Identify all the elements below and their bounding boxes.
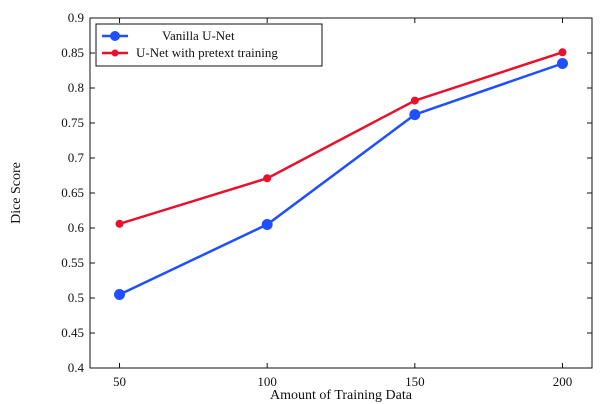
series-line bbox=[119, 51, 563, 225]
x-axis-label: Amount of Training Data bbox=[270, 388, 413, 403]
y-tick-label: 0.6 bbox=[68, 220, 85, 235]
y-tick-label: 0.85 bbox=[61, 45, 84, 60]
legend-swatch-marker bbox=[111, 49, 119, 57]
data-point bbox=[409, 109, 421, 121]
data-point bbox=[115, 219, 124, 228]
legend-swatch-marker bbox=[110, 31, 120, 41]
data-point bbox=[263, 174, 272, 183]
x-tick-label: 100 bbox=[257, 374, 277, 389]
y-tick-label: 0.4 bbox=[68, 360, 85, 375]
data-point bbox=[556, 58, 568, 69]
legend-label: U-Net with pretext training bbox=[136, 45, 278, 60]
y-tick-label: 0.55 bbox=[61, 255, 84, 270]
legend-item: U-Net with pretext training bbox=[102, 45, 278, 60]
y-tick-label: 0.65 bbox=[61, 185, 84, 200]
legend-label: Vanilla U-Net bbox=[162, 28, 235, 43]
legend-box bbox=[95, 23, 323, 67]
y-tick-label: 0.8 bbox=[68, 80, 84, 95]
data-point bbox=[261, 219, 273, 230]
data-point bbox=[558, 48, 567, 57]
x-tick-label: 50 bbox=[113, 374, 126, 389]
data-point bbox=[114, 289, 126, 300]
plot-area bbox=[89, 17, 593, 369]
x-axis: 50 100 150 200 bbox=[113, 18, 572, 389]
series-1 bbox=[114, 58, 568, 300]
y-tick-label: 0.5 bbox=[68, 290, 84, 305]
x-tick-label: 200 bbox=[553, 374, 573, 389]
y-tick-label: 0.9 bbox=[68, 10, 84, 25]
series-2 bbox=[115, 48, 567, 228]
y-tick-label: 0.45 bbox=[61, 325, 84, 340]
data-point bbox=[410, 96, 419, 105]
legend-item: Vanilla U-Net bbox=[102, 28, 235, 43]
y-tick-label: 0.75 bbox=[61, 115, 84, 130]
x-tick-label: 150 bbox=[405, 374, 425, 389]
series-layer bbox=[114, 48, 568, 300]
y-axis: 0.4 0.45 0.5 0.55 0.6 0.65 0.7 0.75 0.8 0.85 0.9 bbox=[61, 10, 592, 375]
legend: Vanilla U-Net U-Net with pretext training bbox=[95, 23, 323, 67]
series-line bbox=[118, 62, 563, 296]
y-tick-label: 0.7 bbox=[68, 150, 85, 165]
y-axis-label: Dice Score bbox=[9, 162, 24, 224]
